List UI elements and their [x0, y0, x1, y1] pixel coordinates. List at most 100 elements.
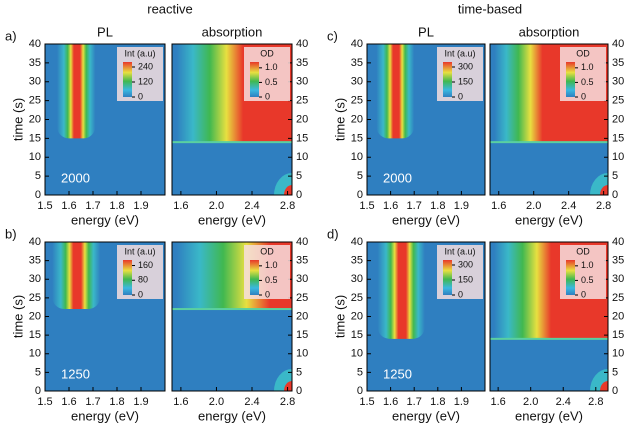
y-tick-label: 0 — [296, 189, 302, 201]
panel-label: d) — [327, 226, 339, 241]
x-tick-label: 1.7 — [85, 200, 100, 212]
y-tick-label: 25 — [29, 292, 41, 304]
column-title: time-based — [458, 1, 522, 16]
x-tick-label: 1.5 — [359, 396, 374, 408]
x-axis-label: energy (eV) — [392, 408, 460, 423]
colorbar-tick-label: 120 — [138, 76, 153, 86]
y-tick-label: 0 — [612, 385, 618, 397]
x-tick-label: 1.6 — [61, 200, 76, 212]
colorbar — [566, 62, 575, 97]
y-axis-label: time (s) — [10, 295, 25, 338]
panel-label: b) — [5, 226, 17, 241]
y-tick-label: 20 — [29, 113, 41, 125]
x-tick-label: 2.8 — [588, 396, 603, 408]
y-tick-label: 35 — [29, 57, 41, 69]
heatmap-edge — [490, 337, 608, 340]
colorbar-tick-label: 150 — [458, 274, 473, 284]
colorbar — [566, 260, 575, 295]
panel-title: PL — [97, 24, 113, 39]
colorbar — [250, 260, 259, 295]
colorbar-tick-label: 80 — [138, 275, 148, 285]
y-tick-label: 15 — [351, 132, 363, 144]
x-tick-label: 2.4 — [556, 396, 571, 408]
x-tick-label: 1.5 — [359, 200, 374, 212]
x-tick-label: 1.6 — [383, 200, 398, 212]
colorbar — [443, 62, 452, 97]
colorbar-title: OD — [260, 48, 274, 58]
y-tick-label: 35 — [612, 57, 624, 69]
y-tick-label: 30 — [296, 273, 308, 285]
column-title: reactive — [147, 1, 193, 16]
y-tick-label: 10 — [296, 151, 308, 163]
colorbar-tick-label: 0 — [265, 91, 270, 101]
y-tick-label: 25 — [296, 95, 308, 107]
y-tick-label: 0 — [357, 385, 363, 397]
y-tick-label: 20 — [296, 310, 308, 322]
heatmap-band — [57, 44, 96, 139]
y-tick-label: 10 — [351, 151, 363, 163]
y-tick-label: 5 — [612, 366, 618, 378]
colorbar-tick-label: 0 — [265, 289, 270, 299]
y-tick-label: 25 — [296, 292, 308, 304]
colorbar — [123, 260, 132, 295]
x-tick-label: 1.5 — [37, 396, 52, 408]
heatmap-band — [377, 242, 425, 339]
y-tick-label: 5 — [612, 170, 618, 182]
sample-label: 2000 — [383, 170, 412, 185]
colorbar-title: Int (a.u) — [124, 246, 155, 256]
colorbar-tick-label: 1.0 — [265, 62, 278, 72]
heatmap-corner — [600, 381, 608, 391]
y-tick-label: 20 — [612, 310, 624, 322]
sample-label: 1250 — [383, 366, 412, 381]
y-tick-label: 40 — [296, 236, 308, 248]
y-tick-label: 20 — [351, 310, 363, 322]
x-tick-label: 1.6 — [173, 200, 188, 212]
x-tick-label: 1.8 — [430, 200, 445, 212]
colorbar-tick-label: 0 — [458, 91, 463, 101]
colorbar-title: OD — [576, 246, 590, 256]
x-axis-label: energy (eV) — [198, 212, 266, 227]
x-tick-label: 1.5 — [37, 200, 52, 212]
y-tick-label: 35 — [29, 255, 41, 267]
y-tick-label: 15 — [296, 132, 308, 144]
y-tick-label: 25 — [612, 292, 624, 304]
colorbar-tick-label: 0.5 — [581, 77, 594, 87]
colorbar-tick-label: 300 — [458, 259, 473, 269]
y-tick-label: 0 — [296, 385, 302, 397]
colorbar — [443, 260, 452, 295]
panel-title: PL — [418, 24, 434, 39]
heatmap-corner — [284, 185, 292, 195]
y-tick-label: 25 — [351, 95, 363, 107]
y-tick-label: 10 — [29, 151, 41, 163]
y-tick-label: 40 — [296, 38, 308, 50]
y-tick-label: 40 — [29, 38, 41, 50]
x-tick-label: 1.6 — [491, 200, 506, 212]
y-tick-label: 10 — [296, 348, 308, 360]
y-tick-label: 5 — [296, 366, 302, 378]
x-axis-label: energy (eV) — [71, 212, 139, 227]
y-tick-label: 40 — [351, 38, 363, 50]
y-tick-label: 5 — [357, 366, 363, 378]
y-tick-label: 30 — [612, 273, 624, 285]
colorbar-tick-label: 240 — [138, 61, 153, 71]
y-tick-label: 15 — [296, 329, 308, 341]
x-tick-label: 1.6 — [383, 396, 398, 408]
y-tick-label: 30 — [29, 76, 41, 88]
heatmap-edge — [172, 141, 292, 144]
y-tick-label: 10 — [612, 151, 624, 163]
y-tick-label: 30 — [351, 76, 363, 88]
x-tick-label: 2.4 — [244, 200, 259, 212]
y-tick-label: 35 — [351, 255, 363, 267]
y-tick-label: 40 — [612, 38, 624, 50]
x-tick-label: 1.7 — [407, 396, 422, 408]
x-tick-label: 1.6 — [173, 396, 188, 408]
y-axis-label: time (s) — [10, 98, 25, 141]
x-tick-label: 2.4 — [561, 200, 576, 212]
y-tick-label: 10 — [351, 348, 363, 360]
colorbar-tick-label: 1.0 — [581, 260, 594, 270]
y-tick-label: 20 — [351, 113, 363, 125]
panel-title: absorption — [202, 24, 263, 39]
y-tick-label: 10 — [29, 348, 41, 360]
x-tick-label: 1.6 — [490, 396, 505, 408]
y-tick-label: 30 — [612, 76, 624, 88]
